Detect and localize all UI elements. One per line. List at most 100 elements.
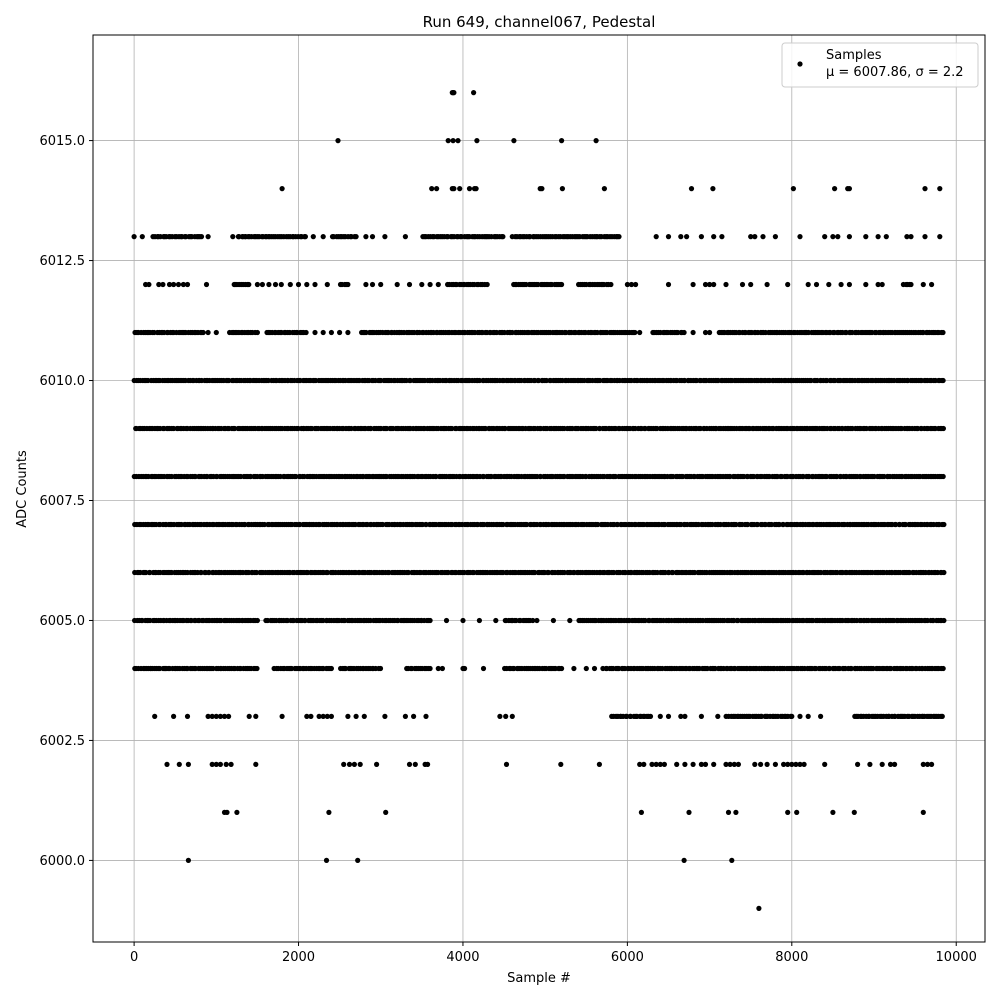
data-point	[228, 761, 234, 768]
data-point	[805, 281, 811, 288]
data-point	[781, 761, 787, 768]
data-point	[772, 234, 779, 240]
data-point	[176, 761, 182, 768]
data-point	[867, 761, 873, 768]
data-point	[377, 665, 384, 672]
data-point	[940, 665, 946, 672]
data-point	[818, 713, 824, 720]
data-point	[511, 138, 517, 144]
data-point	[832, 186, 838, 192]
data-point	[278, 281, 284, 288]
data-point	[198, 234, 205, 240]
data-point	[253, 713, 259, 720]
data-point	[863, 281, 869, 288]
data-point	[337, 329, 343, 336]
data-point	[320, 713, 326, 720]
data-point	[423, 713, 429, 720]
data-point	[929, 761, 935, 768]
x-tick-label: 6000	[611, 950, 644, 965]
data-point	[312, 329, 318, 336]
data-point	[681, 857, 687, 864]
data-point	[748, 281, 754, 288]
data-point	[583, 665, 589, 672]
data-point	[785, 281, 791, 288]
data-point	[480, 665, 487, 672]
data-point	[939, 713, 945, 720]
data-point	[710, 186, 716, 192]
data-point	[279, 713, 285, 720]
data-point	[920, 281, 926, 288]
data-point	[550, 617, 557, 624]
data-point	[846, 234, 853, 240]
data-point	[904, 234, 910, 240]
data-point	[335, 138, 341, 144]
data-point	[402, 234, 408, 240]
data-point	[879, 281, 885, 288]
data-point	[361, 713, 367, 720]
data-point	[690, 761, 696, 768]
data-point	[460, 617, 466, 624]
x-tick-label: 10000	[936, 950, 977, 965]
data-point	[500, 234, 506, 240]
data-point	[312, 281, 318, 288]
data-point	[435, 281, 441, 288]
data-point	[711, 761, 717, 768]
data-point	[476, 617, 482, 624]
data-point	[632, 329, 638, 336]
x-tick-label: 2000	[282, 950, 315, 965]
data-point	[224, 809, 230, 816]
data-point	[760, 234, 766, 240]
data-point	[601, 186, 608, 192]
data-point	[324, 281, 330, 288]
data-point	[922, 186, 928, 192]
data-point	[539, 186, 545, 192]
data-point	[530, 617, 536, 624]
data-point	[797, 713, 803, 720]
data-point	[304, 281, 310, 288]
data-point	[559, 138, 565, 144]
data-point	[941, 521, 947, 528]
data-point	[653, 761, 659, 768]
data-point	[353, 713, 359, 720]
data-point	[752, 761, 758, 768]
data-point	[253, 761, 259, 768]
data-point	[789, 713, 795, 720]
x-axis-ticks: 0 2000 4000 6000 8000 10000	[130, 942, 977, 965]
data-point	[772, 761, 779, 768]
data-point	[678, 713, 684, 720]
data-point	[678, 234, 684, 240]
y-axis-ticks: 6000.0 6002.5 6005.0 6007.5 6010.0 6012.5 6015…	[40, 134, 93, 869]
data-point	[682, 761, 688, 768]
data-point	[152, 713, 158, 720]
data-point	[320, 234, 326, 240]
data-point	[567, 617, 573, 624]
plot-frame	[92, 34, 986, 943]
data-point	[883, 234, 889, 240]
data-point	[213, 329, 219, 336]
data-point	[822, 761, 828, 768]
x-axis-label: Sample #	[507, 971, 571, 986]
data-point	[412, 761, 418, 768]
data-point	[846, 186, 853, 192]
x-tick-label: 0	[130, 950, 138, 965]
data-point	[474, 138, 480, 144]
data-point	[139, 234, 145, 240]
data-point	[259, 281, 265, 288]
data-point	[462, 665, 468, 672]
data-point	[682, 713, 688, 720]
data-point	[789, 761, 795, 768]
data-point	[304, 713, 310, 720]
data-point	[641, 761, 647, 768]
data-point	[715, 713, 721, 720]
data-point	[279, 186, 285, 192]
data-point	[731, 761, 737, 768]
data-point	[184, 713, 191, 720]
data-point	[427, 281, 433, 288]
data-point	[665, 281, 672, 288]
data-point	[591, 665, 598, 672]
data-point	[559, 186, 566, 192]
data-point	[484, 281, 490, 288]
data-point	[830, 809, 836, 816]
data-point	[382, 713, 388, 720]
data-point	[213, 713, 219, 720]
